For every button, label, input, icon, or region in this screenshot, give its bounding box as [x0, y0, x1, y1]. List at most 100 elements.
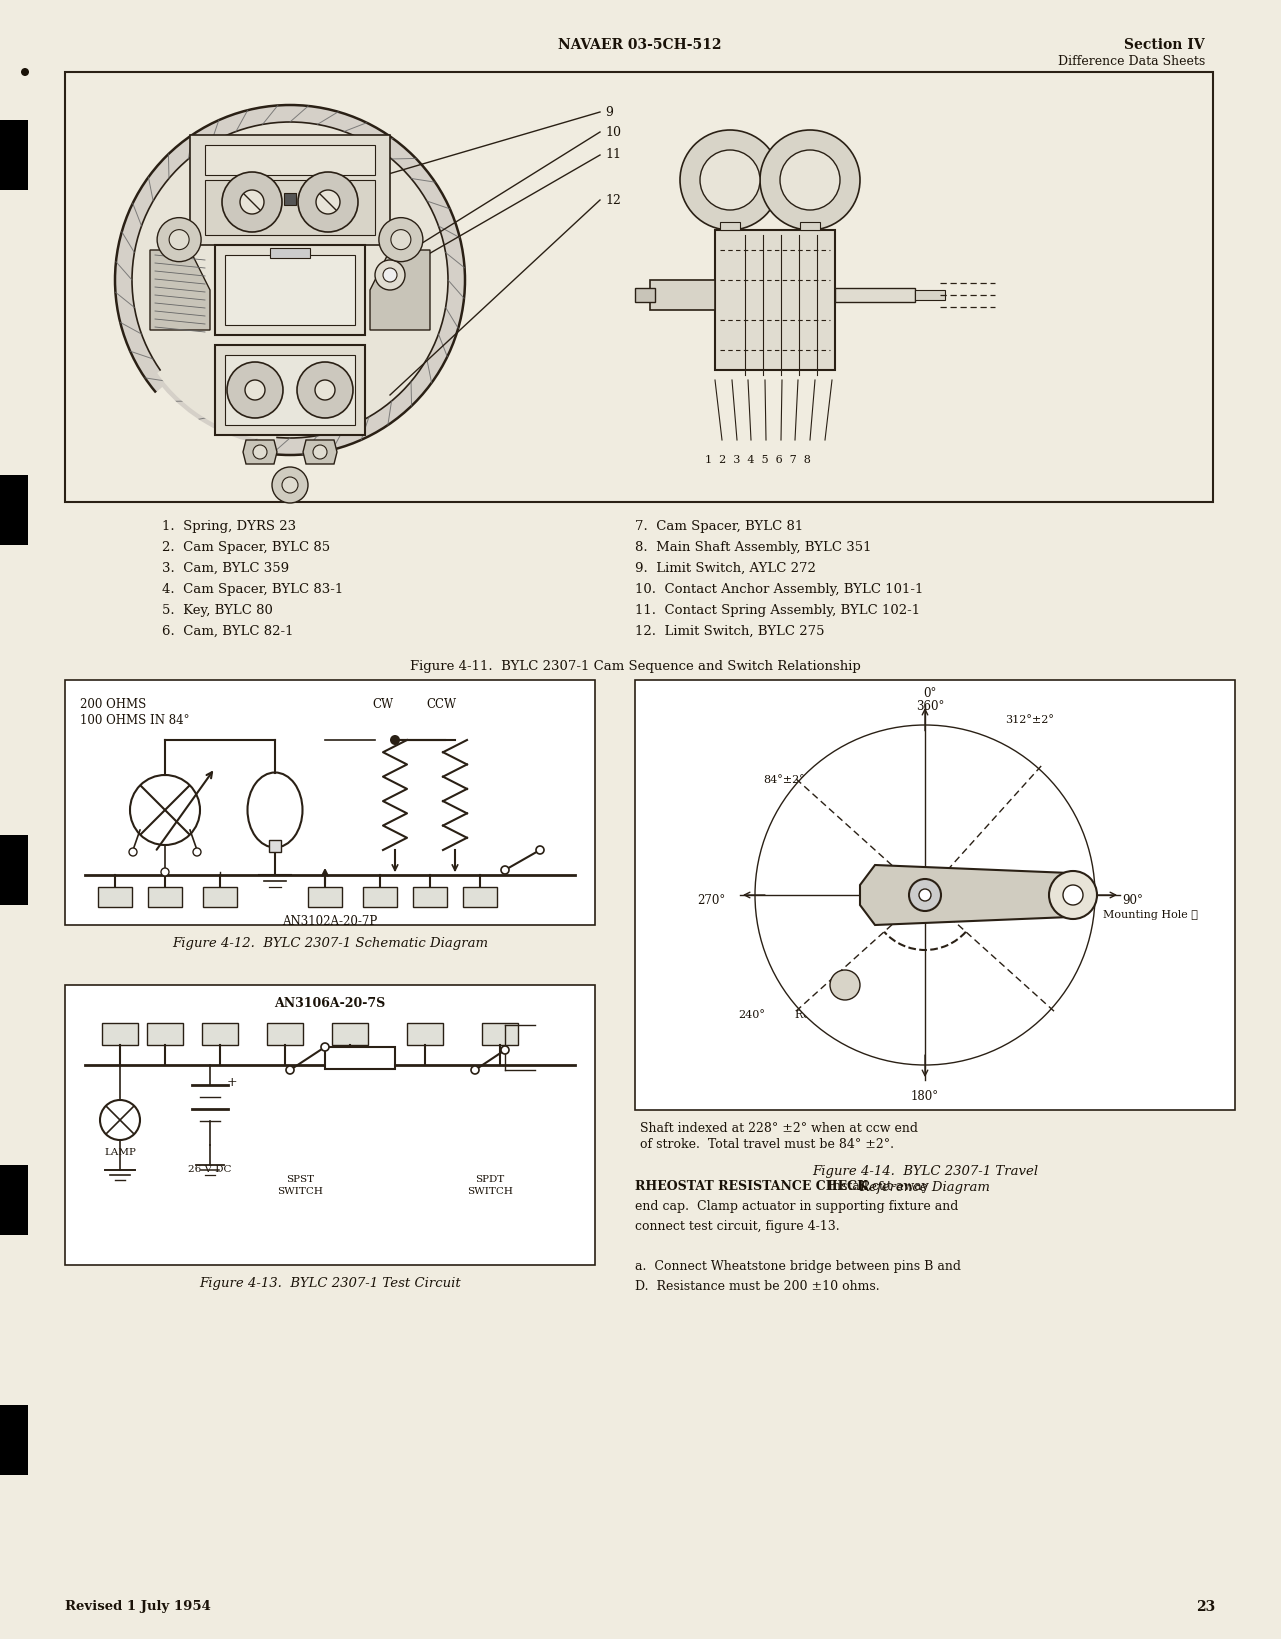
Text: connect test circuit, figure 4-13.: connect test circuit, figure 4-13.	[635, 1219, 839, 1233]
Bar	[202, 1023, 238, 1046]
Text: Figure 4-13.  BYLC 2307-1 Test Circuit: Figure 4-13. BYLC 2307-1 Test Circuit	[199, 1277, 461, 1290]
Text: D: D	[110, 890, 120, 903]
Circle shape	[501, 865, 509, 874]
Text: 228°±2°: 228°±2°	[865, 1029, 913, 1041]
Circle shape	[918, 888, 931, 901]
Circle shape	[379, 218, 423, 262]
Circle shape	[391, 229, 411, 249]
Text: E: E	[420, 1028, 429, 1041]
Text: SWITCH: SWITCH	[277, 1187, 323, 1196]
Circle shape	[297, 362, 354, 418]
Text: 1.  Spring, DYRS 23: 1. Spring, DYRS 23	[145, 520, 296, 533]
Polygon shape	[304, 439, 337, 464]
Text: AN3106A-20-7S: AN3106A-20-7S	[274, 997, 386, 1010]
Text: Shaft indexed at 228° ±2° when at ccw end: Shaft indexed at 228° ±2° when at ccw en…	[640, 1123, 918, 1134]
Text: 2.  Cam Spacer, BYLC 85: 2. Cam Spacer, BYLC 85	[145, 541, 330, 554]
Bar	[325, 1047, 395, 1069]
Bar	[225, 256, 355, 325]
Bar	[0, 834, 28, 905]
Circle shape	[254, 446, 266, 459]
Text: B: B	[345, 1028, 355, 1041]
Text: 0°: 0°	[924, 687, 936, 700]
Circle shape	[501, 1046, 509, 1054]
Circle shape	[383, 269, 397, 282]
Text: D.  Resistance must be 200 ±10 ohms.: D. Resistance must be 200 ±10 ohms.	[635, 1280, 880, 1293]
Circle shape	[115, 105, 465, 456]
Circle shape	[375, 261, 405, 290]
Bar	[99, 887, 132, 906]
Circle shape	[222, 172, 282, 233]
Circle shape	[535, 846, 544, 854]
Circle shape	[910, 879, 942, 911]
Circle shape	[20, 67, 29, 75]
Text: Figure 4-12.  BYLC 2307-1 Schematic Diagram: Figure 4-12. BYLC 2307-1 Schematic Diagr…	[172, 938, 488, 951]
Text: Section IV: Section IV	[1125, 38, 1205, 52]
Text: C: C	[281, 1028, 290, 1041]
Text: Install cut-away: Install cut-away	[820, 1180, 929, 1193]
Circle shape	[755, 724, 1095, 1065]
Circle shape	[158, 218, 201, 262]
Circle shape	[680, 129, 780, 229]
Text: +: +	[227, 1077, 237, 1090]
Text: SPST: SPST	[286, 1175, 314, 1183]
Circle shape	[1049, 870, 1097, 919]
Text: G: G	[160, 1028, 170, 1041]
Text: 100 OHMS IN 84°: 100 OHMS IN 84°	[79, 715, 190, 728]
Text: A: A	[496, 1028, 505, 1041]
Polygon shape	[860, 865, 1085, 924]
Bar	[65, 72, 1213, 502]
Circle shape	[699, 151, 760, 210]
Text: 90°: 90°	[1122, 893, 1143, 906]
Circle shape	[129, 775, 200, 846]
Text: CCW: CCW	[427, 698, 456, 711]
Text: SWITCH: SWITCH	[468, 1187, 512, 1196]
Text: 6.  Cam, BYLC 82-1: 6. Cam, BYLC 82-1	[145, 624, 293, 638]
Bar	[801, 221, 820, 229]
Text: 7.  Cam Spacer, BYLC 81: 7. Cam Spacer, BYLC 81	[635, 520, 803, 533]
Circle shape	[315, 380, 336, 400]
Text: 9: 9	[605, 105, 612, 118]
Bar	[715, 229, 835, 370]
Text: 5.  Key, BYLC 80: 5. Key, BYLC 80	[145, 605, 273, 616]
Bar	[215, 344, 365, 434]
Text: a.  Connect Wheatstone bridge between pins B and: a. Connect Wheatstone bridge between pin…	[635, 1260, 961, 1274]
Bar	[269, 841, 281, 852]
Bar	[190, 134, 389, 244]
Text: 200 OHMS: 200 OHMS	[79, 698, 146, 711]
Circle shape	[471, 1065, 479, 1074]
Circle shape	[1063, 885, 1082, 905]
Text: F: F	[425, 890, 434, 903]
Circle shape	[760, 129, 860, 229]
Bar	[284, 193, 296, 205]
Bar	[215, 244, 365, 334]
Bar	[147, 1023, 183, 1046]
Bar	[363, 887, 397, 906]
Text: Figure 4-14.  BYLC 2307-1 Travel: Figure 4-14. BYLC 2307-1 Travel	[812, 1165, 1038, 1178]
Bar	[225, 356, 355, 425]
Text: Figure 4-11.  BYLC 2307-1 Cam Sequence and Switch Relationship: Figure 4-11. BYLC 2307-1 Cam Sequence an…	[410, 661, 861, 674]
Circle shape	[780, 151, 840, 210]
Bar	[462, 887, 497, 906]
Text: 9.  Limit Switch, AYLC 272: 9. Limit Switch, AYLC 272	[635, 562, 816, 575]
Text: D: D	[215, 1028, 225, 1041]
Text: LAMP: LAMP	[104, 1147, 136, 1157]
Bar	[649, 280, 715, 310]
Bar	[266, 1023, 304, 1046]
Bar	[65, 680, 594, 924]
Bar	[915, 290, 945, 300]
Circle shape	[272, 467, 307, 503]
Text: Difference Data Sheets: Difference Data Sheets	[1058, 56, 1205, 67]
Text: 11: 11	[605, 149, 621, 162]
Bar	[332, 1023, 368, 1046]
Bar	[635, 680, 1235, 1110]
Polygon shape	[243, 439, 277, 464]
Bar	[149, 887, 182, 906]
Ellipse shape	[247, 772, 302, 847]
Text: 270°: 270°	[697, 893, 725, 906]
Circle shape	[132, 121, 448, 438]
Polygon shape	[150, 251, 210, 329]
Text: C: C	[160, 890, 169, 903]
Bar	[0, 1165, 28, 1236]
Text: F: F	[115, 1028, 124, 1041]
Text: 1  2  3  4  5  6  7  8: 1 2 3 4 5 6 7 8	[705, 456, 811, 465]
